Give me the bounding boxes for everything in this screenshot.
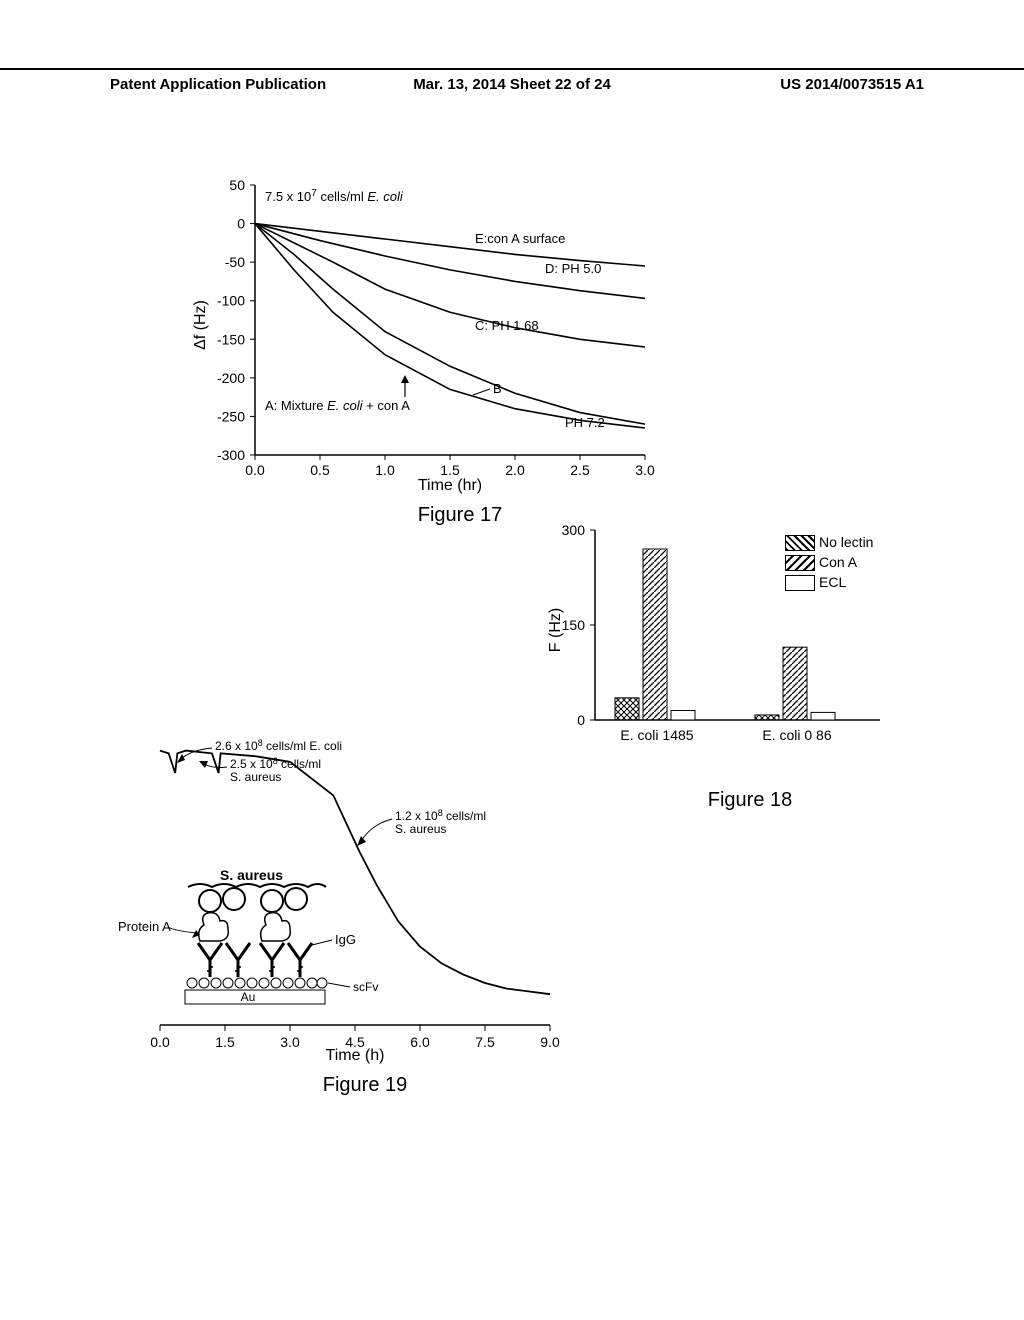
legend-swatch-cona: [785, 555, 815, 571]
svg-text:E. coli 0 86: E. coli 0 86: [762, 727, 831, 743]
figure-18: 0150300 F (Hz) E. coli 1485E. coli 0 86 …: [540, 520, 920, 812]
fig17-label-D: D: PH 5.0: [545, 261, 601, 276]
legend-cona: Con A: [819, 554, 857, 570]
fig17-label-B: B: [493, 381, 502, 396]
fig18-label: Figure 18: [580, 789, 920, 812]
svg-text:2.5: 2.5: [570, 462, 590, 478]
svg-text:-200: -200: [217, 370, 245, 386]
legend-nolectin: No lectin: [819, 534, 873, 550]
header-left: Patent Application Publication: [110, 76, 326, 93]
fig19-inset: Au scFv: [118, 867, 378, 1004]
fig17-ph72: PH 7.2: [565, 415, 605, 430]
page-header: Patent Application Publication Mar. 13, …: [0, 68, 1024, 93]
svg-text:0: 0: [237, 216, 245, 232]
svg-text:50: 50: [229, 177, 245, 193]
inset-saureus: S. aureus: [220, 867, 283, 883]
svg-text:-300: -300: [217, 447, 245, 463]
fig17-label-C: C: PH 1.68: [475, 318, 539, 333]
fig17-top-annot: 7.5 x 107 cells/ml E. coli: [265, 188, 404, 204]
svg-text:3.0: 3.0: [635, 462, 655, 478]
header-center: Mar. 13, 2014 Sheet 22 of 24: [413, 76, 611, 93]
legend-swatch-nolectin: [785, 535, 815, 551]
svg-text:1.5: 1.5: [440, 462, 460, 478]
svg-text:3.0: 3.0: [280, 1034, 300, 1050]
svg-text:2.0: 2.0: [505, 462, 525, 478]
fig19-annot1: 2.6 x 108 cells/ml E. coli: [215, 738, 342, 753]
fig19-annot3: 1.2 x 108 cells/ml S. aureus: [395, 808, 489, 836]
fig17-label-E: E:con A surface: [475, 231, 565, 246]
figure-19: 0.01.53.04.56.07.59.0 Time (h) 2.6 x 108…: [100, 735, 570, 1097]
svg-text:E. coli 1485: E. coli 1485: [620, 727, 693, 743]
svg-text:-150: -150: [217, 331, 245, 347]
svg-text:1.0: 1.0: [375, 462, 395, 478]
svg-text:0.0: 0.0: [150, 1034, 170, 1050]
fig19-annot2: 2.5 x 108 cells/ml S. aureus: [230, 756, 324, 784]
svg-text:-250: -250: [217, 408, 245, 424]
svg-text:0: 0: [577, 712, 585, 728]
legend-ecl: ECL: [819, 574, 846, 590]
svg-text:9.0: 9.0: [540, 1034, 560, 1050]
svg-text:0.0: 0.0: [245, 462, 265, 478]
fig17-chart: 50 0 -50 -100 -150 -200 -250 -300 0.0 0.5 1.0 1.5 2…: [175, 175, 675, 495]
fig17-ylabel: Δf (Hz): [192, 300, 209, 350]
inset-au: Au: [241, 990, 256, 1004]
fig19-xlabel: Time (h): [326, 1047, 385, 1064]
fig19-chart: 0.01.53.04.56.07.59.0 Time (h) 2.6 x 108…: [100, 735, 570, 1065]
svg-text:-100: -100: [217, 293, 245, 309]
fig17-label-A: A: Mixture E. coli + con A: [265, 398, 410, 413]
header-right: US 2014/0073515 A1: [780, 76, 924, 93]
inset-igg: IgG: [335, 932, 356, 947]
figure-17: 50 0 -50 -100 -150 -200 -250 -300 0.0 0.5 1.0 1.5 2…: [175, 175, 675, 527]
svg-text:1.5: 1.5: [215, 1034, 235, 1050]
svg-text:300: 300: [562, 522, 586, 538]
fig17-xlabel: Time (hr): [418, 477, 482, 494]
svg-text:0.5: 0.5: [310, 462, 330, 478]
svg-text:7.5: 7.5: [475, 1034, 495, 1050]
inset-proteina: Protein A: [118, 919, 171, 934]
legend-swatch-ecl: [785, 575, 815, 591]
inset-scfv: scFv: [353, 980, 378, 994]
svg-text:150: 150: [562, 617, 586, 633]
svg-text:-50: -50: [225, 254, 245, 270]
fig18-legend: No lectin Con A ECL: [785, 532, 873, 592]
svg-text:6.0: 6.0: [410, 1034, 430, 1050]
fig19-label: Figure 19: [160, 1074, 570, 1097]
fig18-ylabel: F (Hz): [547, 608, 564, 652]
